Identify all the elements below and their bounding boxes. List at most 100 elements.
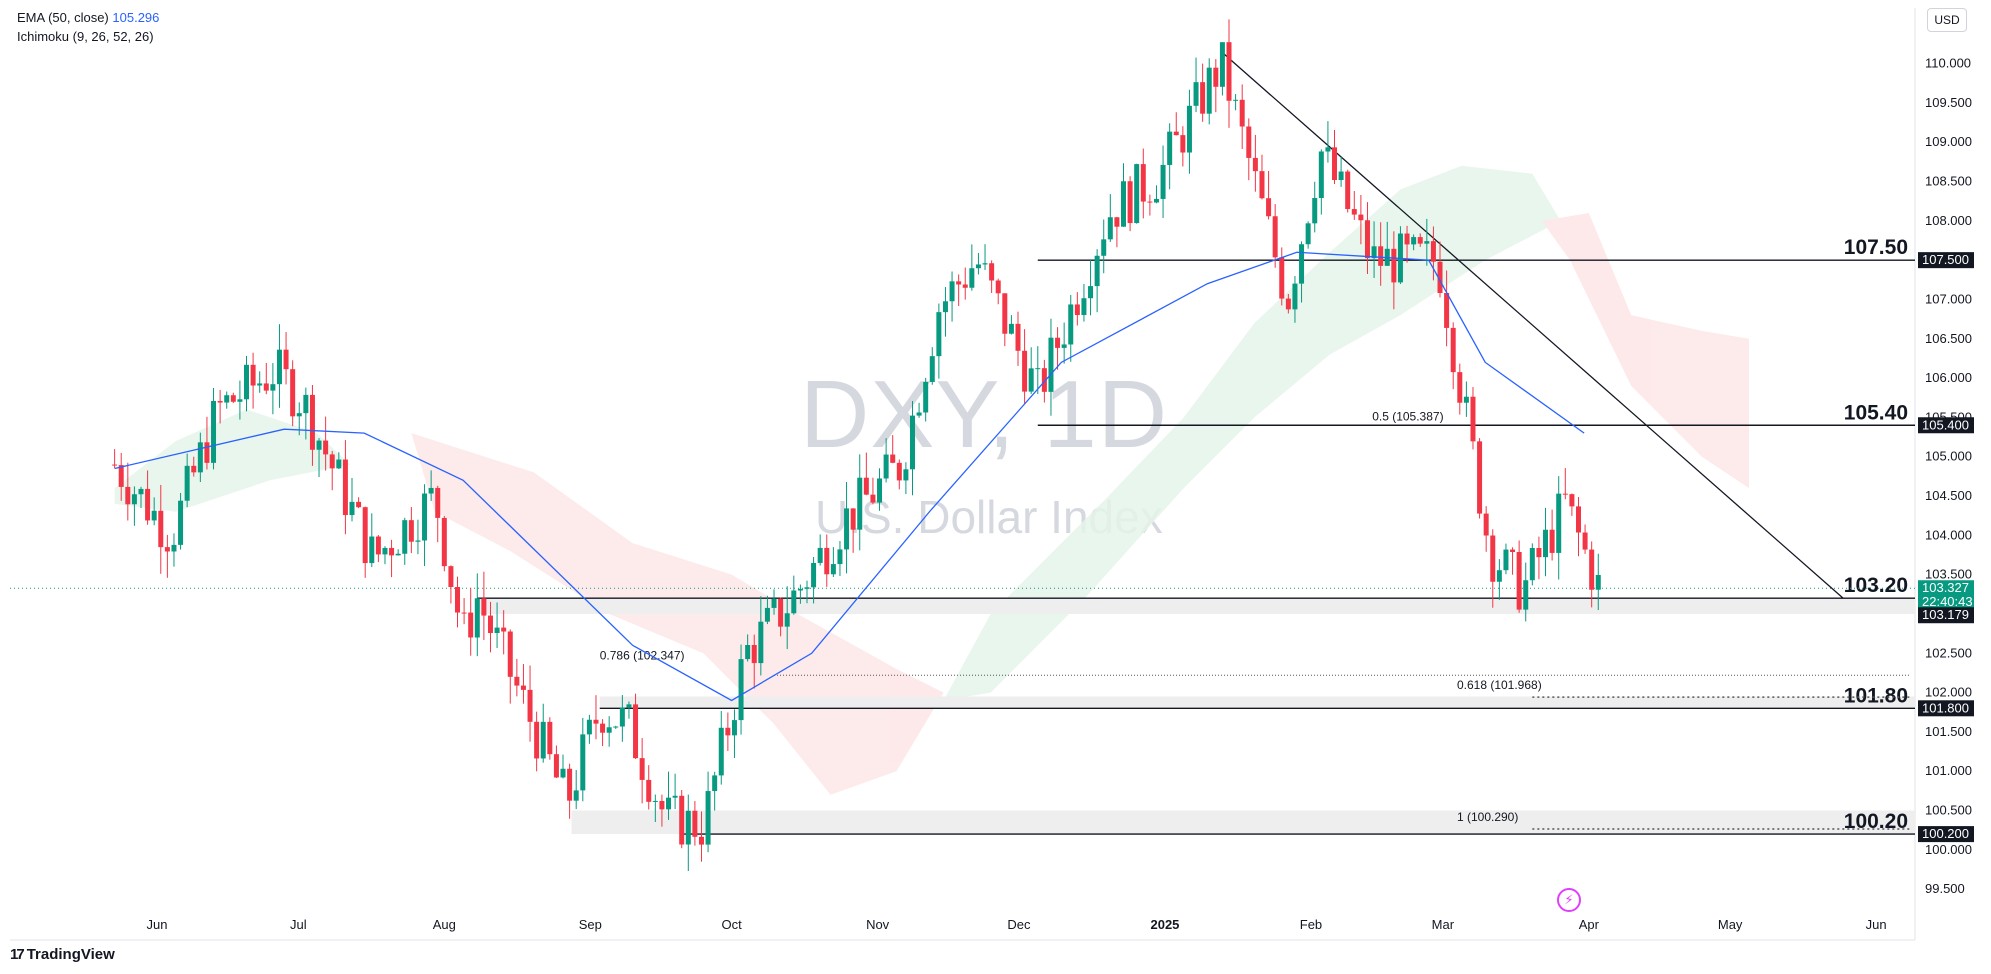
x-tick-label: 2025 <box>1150 917 1179 932</box>
candle-body <box>995 280 1001 294</box>
candle-body <box>778 598 784 627</box>
candle-body <box>916 412 922 416</box>
ema-line <box>114 251 1585 702</box>
candle-body <box>369 536 375 564</box>
candle-body <box>1391 248 1397 283</box>
candle-body <box>923 381 929 413</box>
ichimoku-legend-row[interactable]: Ichimoku (9, 26, 52, 26) <box>17 27 159 46</box>
fib-label: 0.618 (101.968) <box>1457 678 1542 692</box>
candle-body <box>1008 323 1014 334</box>
candle-body <box>1351 209 1357 215</box>
candle-body <box>1147 201 1153 203</box>
candle-body <box>1437 261 1443 293</box>
y-tick-label: 103.500 <box>1925 567 1972 582</box>
currency-selector[interactable]: USD <box>1927 8 1967 32</box>
candle-body <box>883 454 889 479</box>
x-tick-label: Feb <box>1300 917 1322 932</box>
x-tick-label: Aug <box>433 917 456 932</box>
y-tick-label: 105.000 <box>1925 449 1972 464</box>
candle-body <box>461 612 467 614</box>
candle-body <box>1239 99 1245 127</box>
flash-icon[interactable]: ⚡ <box>1557 888 1581 912</box>
candle-body <box>903 469 909 481</box>
y-tick-label: 108.000 <box>1925 213 1972 228</box>
candle-body <box>1496 570 1502 582</box>
candle-body <box>501 627 507 632</box>
candle-body <box>633 704 639 759</box>
candle-body <box>659 800 665 810</box>
candle-body <box>718 727 724 776</box>
candle-body <box>705 791 711 845</box>
candle-body <box>830 564 836 575</box>
cloud-bull <box>114 409 351 512</box>
candle-body <box>567 768 573 801</box>
candle-body <box>1107 217 1113 240</box>
candle-body <box>1213 67 1219 87</box>
candle-body <box>580 734 586 791</box>
level-price-tag <box>1918 252 1974 269</box>
candle-body <box>791 590 797 614</box>
x-tick-label: Jun <box>1866 917 1887 932</box>
candle-body <box>890 454 896 463</box>
candle-body <box>309 394 315 450</box>
candle-body <box>817 547 823 563</box>
candle-body <box>745 645 751 660</box>
y-tick-label: 108.500 <box>1925 174 1972 189</box>
candle-body <box>342 459 348 516</box>
candle-body <box>936 312 942 357</box>
candle-body <box>1041 368 1047 392</box>
candle-body <box>764 607 770 622</box>
fib-label: 0.786 (102.347) <box>600 648 685 662</box>
candle-body <box>989 263 995 281</box>
candle-body <box>1259 171 1265 199</box>
candle-body <box>224 395 230 403</box>
candle-body <box>1252 157 1258 172</box>
candle-body <box>1160 164 1166 199</box>
brand-logo[interactable]: 17 TradingView <box>10 946 115 963</box>
candle-body <box>1299 244 1305 284</box>
candle-body <box>1411 237 1417 245</box>
candle-body <box>712 775 718 792</box>
last-price-tag-bg <box>1918 580 1974 611</box>
support-zone <box>477 598 1915 614</box>
candle-body <box>738 659 744 721</box>
candle-body <box>1081 298 1087 316</box>
y-tick-label: 106.500 <box>1925 331 1972 346</box>
candle-body <box>1364 220 1370 259</box>
level-label: 107.50 <box>1844 236 1908 259</box>
support-zone <box>571 810 1915 835</box>
candle-body <box>382 547 388 555</box>
last-price-value: 103.327 <box>1922 580 1969 595</box>
candle-body <box>1048 337 1054 392</box>
candle-body <box>1015 323 1021 351</box>
y-tick-label: 110.000 <box>1925 56 1971 71</box>
candle-body <box>956 281 962 285</box>
candle-body <box>395 553 401 556</box>
ichimoku-legend-label: Ichimoku (9, 26, 52, 26) <box>17 29 154 44</box>
y-tick-label: 101.500 <box>1925 724 1972 739</box>
y-axis: 110.000 109.500 109.000 108.500 108.000 107.5… <box>1925 56 1972 897</box>
candle-body <box>1180 135 1186 153</box>
candle-body <box>1371 246 1377 259</box>
candle-body <box>250 364 256 386</box>
candle-body <box>257 383 263 386</box>
candle-body <box>969 268 975 288</box>
ema-legend-row[interactable]: EMA (50, close) 105.296 <box>17 8 159 27</box>
candle-body <box>949 281 955 302</box>
candle-body <box>863 477 869 495</box>
level-price-tag-text: 105.400 <box>1922 417 1969 432</box>
candle-body <box>481 598 487 616</box>
candle-body <box>1325 147 1331 152</box>
candle-body <box>1378 246 1384 266</box>
x-tick-label: May <box>1718 917 1743 932</box>
candle-body <box>553 754 559 778</box>
candle-body <box>1002 293 1008 334</box>
y-tick-label: 104.000 <box>1925 527 1972 542</box>
candle-body <box>1582 532 1588 550</box>
candle-body <box>534 721 540 759</box>
candle-body <box>1575 506 1581 533</box>
candle-body <box>606 727 612 733</box>
candle-body <box>435 487 441 518</box>
ema-legend-value: 105.296 <box>112 10 160 25</box>
